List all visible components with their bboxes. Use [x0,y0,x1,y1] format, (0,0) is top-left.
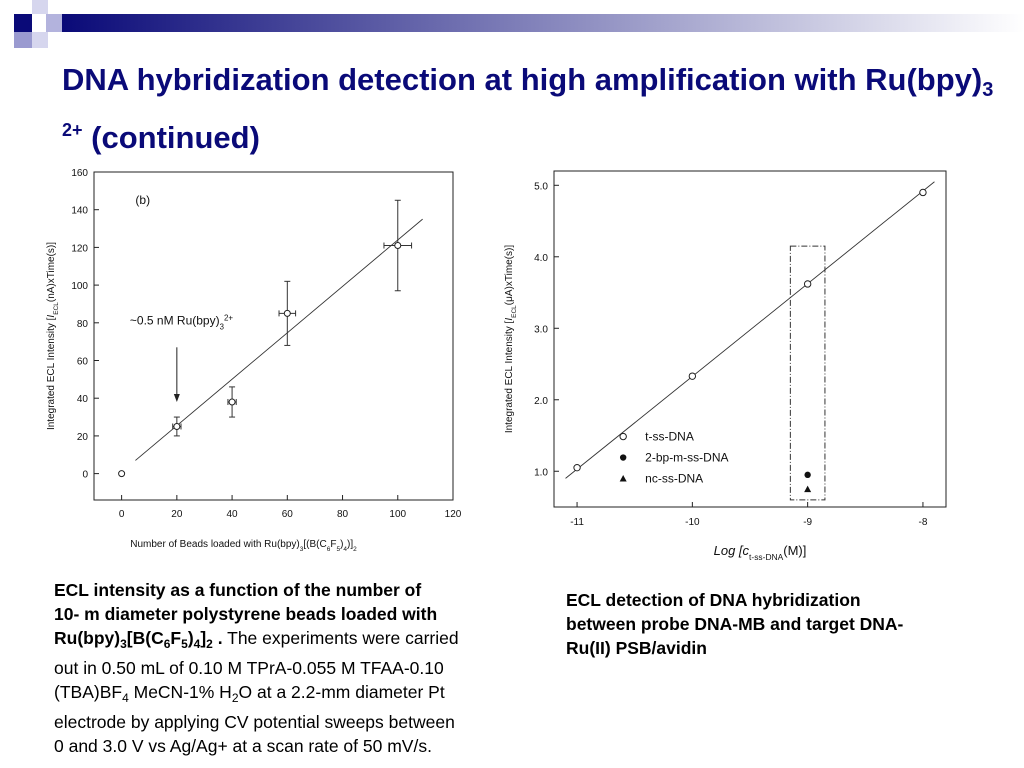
plot-frame [93,171,454,501]
legend-marker [619,454,627,461]
decor-square-mid [14,32,32,48]
fit-line [565,181,935,479]
plot-frame [553,170,947,508]
data-point [688,372,697,380]
x-tick-label: -10 [685,517,700,528]
point-marker [804,471,811,479]
data-point [118,470,126,478]
point-marker [804,485,812,493]
y-tick-label: 160 [71,168,88,179]
data-point [172,416,182,437]
arrow-head [173,393,180,402]
decor-top-bar [62,14,1024,32]
decor-square-dark [14,14,32,32]
panel-label: (b) [135,193,150,207]
y-axis-label: Integrated ECL Intensity [IECL(nA)xTime(… [46,242,60,430]
data-point [803,280,812,288]
point-marker [118,470,126,478]
y-tick-label: 5.0 [534,181,548,192]
y-tick-label: 4.0 [534,253,548,264]
x-axis-label: Log [ct-ss-DNA(M)] [714,543,807,562]
highlight-box [789,245,826,501]
right-caption: ECL detection of DNA hybridization betwe… [566,590,904,658]
y-tick-label: 40 [77,394,89,405]
legend-label: t-ss-DNA [645,430,694,444]
y-tick-label: 60 [77,357,89,368]
y-tick-label: 80 [77,319,89,330]
y-tick-label: 100 [71,281,88,292]
y-tick-label: 0 [82,470,88,481]
point-marker [919,188,927,197]
x-tick-label: 0 [119,509,125,520]
x-tick-label: -11 [570,517,584,528]
data-point [804,485,812,493]
point-marker [803,280,812,288]
x-tick-label: 100 [389,509,406,520]
data-point [278,280,297,346]
legend-marker [619,432,627,441]
annotation-label: ~0.5 nM Ru(bpy)32+ [130,313,234,331]
x-tick-label: 120 [445,509,462,520]
decor-square-light [32,0,48,14]
data-point [919,188,927,197]
decor-square-light [46,14,62,32]
point-marker [283,309,291,317]
x-tick-label: 60 [282,509,294,520]
legend-entry: t-ss-DNA [619,430,694,444]
left-caption: ECL intensity as a function of the numbe… [54,580,459,756]
legend-label: 2-bp-m-ss-DNA [645,451,728,465]
point-marker [228,398,236,406]
x-tick-label: 20 [171,509,183,520]
decor-square-light [32,32,48,48]
y-tick-label: 20 [77,432,89,443]
point-marker [173,422,181,430]
x-axis-label: Number of Beads loaded with Ru(bpy)3[(B(… [130,539,357,553]
x-tick-label: 40 [227,509,239,520]
x-tick-label: 80 [337,509,349,520]
slide-title: DNA hybridization detection at high ampl… [62,62,994,155]
legend-entry: nc-ss-DNA [619,472,703,486]
left-chart: 0 20 40 60 80 100 120 0 20 40 60 80 100 120 140 160 (b) ~… [46,168,462,553]
data-point [573,463,581,472]
y-tick-label: 2.0 [534,396,548,407]
data-point [227,386,237,418]
legend-marker [619,475,627,482]
y-tick-label: 140 [71,206,88,217]
y-tick-label: 1.0 [534,467,548,478]
y-tick-label: 3.0 [534,324,548,335]
y-tick-label: 120 [71,243,88,254]
data-point [804,471,811,479]
right-chart: -11 -10 -9 -8 1.0 2.0 3.0 4.0 5.0 t-ss-DNA 2-bp-m-… [504,170,947,562]
y-axis-label: Integrated ECL Intensity [IECL(μA)xTime(… [504,245,518,434]
point-marker [688,372,697,380]
x-tick-label: -9 [803,517,812,528]
point-marker [573,463,581,472]
slide-decoration [14,0,1024,48]
point-marker [394,242,402,250]
x-tick-label: -8 [918,517,927,528]
legend-entry: 2-bp-m-ss-DNA [619,451,729,465]
legend-label: nc-ss-DNA [645,472,703,486]
data-point [383,199,413,292]
fit-line [135,218,423,461]
